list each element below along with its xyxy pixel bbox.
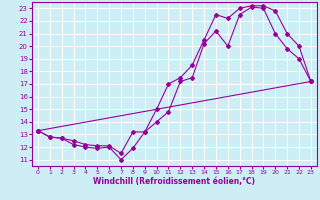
X-axis label: Windchill (Refroidissement éolien,°C): Windchill (Refroidissement éolien,°C) — [93, 177, 255, 186]
